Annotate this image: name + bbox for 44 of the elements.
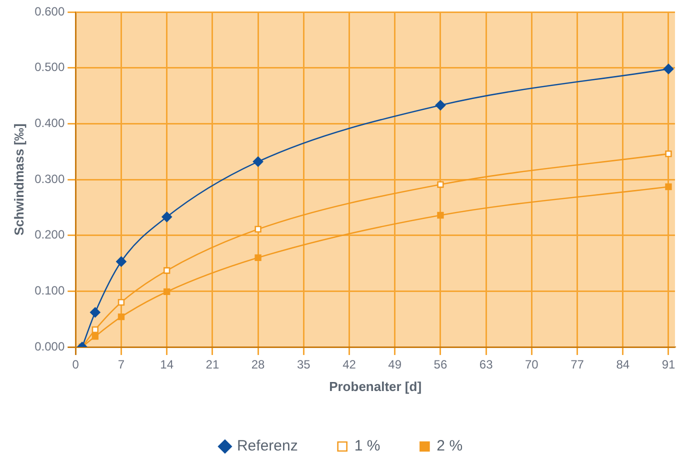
x-tick-label: 91 [662, 358, 676, 372]
x-tick-label: 21 [206, 358, 220, 372]
y-tick-label: 0.400 [34, 116, 65, 130]
point [116, 256, 126, 267]
point [254, 254, 262, 262]
x-tick-label: 42 [342, 358, 356, 372]
point [164, 288, 170, 296]
y-tick-label: 0.300 [34, 172, 65, 186]
x-tick-label: 35 [296, 358, 311, 372]
y-tick-label: 0.200 [34, 228, 65, 242]
point [254, 226, 262, 233]
point [437, 181, 444, 188]
point [252, 156, 264, 167]
legend-label: 2 % [436, 438, 463, 455]
x-tick-label: 63 [479, 358, 494, 372]
x-tick-label: 28 [251, 358, 266, 372]
point [92, 326, 99, 334]
y-axis-title: Schwindmass [‰] [11, 124, 26, 236]
y-tick-label: 0.500 [34, 60, 65, 74]
point [665, 183, 672, 190]
legend-label: 1 % [354, 438, 380, 455]
legend-label: Referenz [236, 438, 298, 455]
x-tick-label: 49 [388, 358, 402, 372]
x-tick-label: 0 [72, 358, 80, 372]
x-tick-label: 84 [616, 358, 630, 372]
x-tick-label: 70 [524, 358, 539, 372]
point [665, 150, 672, 158]
point [90, 307, 100, 318]
point [118, 298, 125, 306]
point [437, 212, 444, 219]
y-tick-label: 0.100 [34, 283, 65, 298]
point [162, 212, 172, 222]
x-tick-label: 7 [118, 358, 125, 372]
y-tick-label: 0.000 [34, 339, 65, 354]
x-tick-label: 77 [570, 358, 584, 372]
point [435, 100, 446, 110]
x-tick-label: 14 [160, 358, 174, 372]
x-axis-title: Probenalter [d] [329, 378, 422, 394]
point [92, 333, 99, 340]
y-tick-label: 0.600 [34, 4, 65, 18]
point [118, 314, 125, 320]
x-tick-label: 56 [434, 358, 448, 372]
point [164, 267, 170, 274]
point [663, 64, 674, 74]
